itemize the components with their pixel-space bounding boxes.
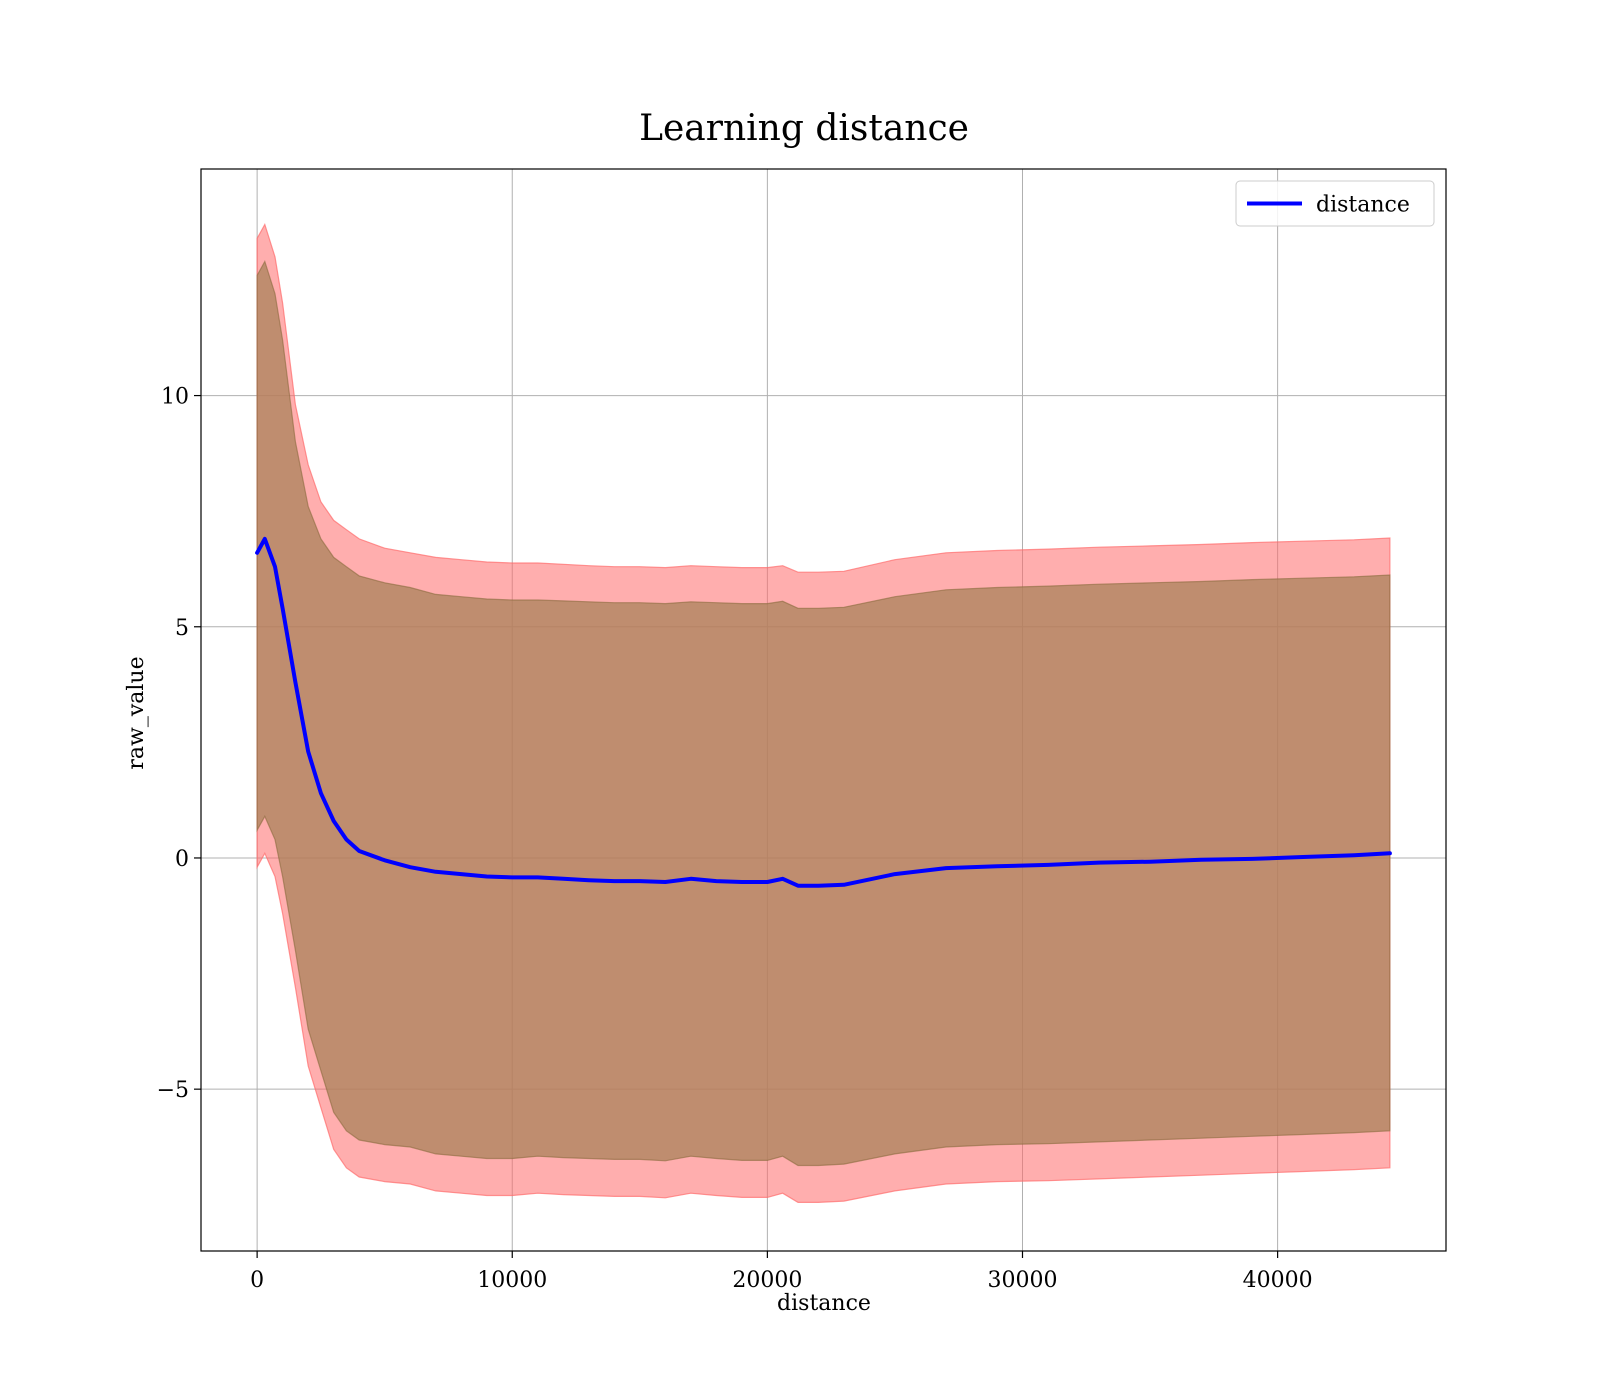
x-tick-label: 10000 (477, 1268, 547, 1293)
x-tick-label: 40000 (1243, 1268, 1313, 1293)
std-band-inner (256, 259, 1391, 1167)
plot-frame (200, 168, 1447, 1252)
x-tick-label: 20000 (732, 1268, 802, 1293)
x-tick-label: 0 (250, 1268, 264, 1293)
x-tick-label: 30000 (987, 1268, 1057, 1293)
y-tick-label: −5 (157, 1078, 189, 1103)
x-axis-label: distance (777, 1291, 871, 1316)
chart-title: Learning distance (639, 108, 969, 149)
y-tick-label: 10 (161, 385, 189, 410)
y-tick-label: 5 (175, 616, 189, 641)
legend-box (1235, 180, 1435, 227)
legend-label-distance: distance (1316, 193, 1410, 218)
y-axis-label: raw_value (124, 656, 149, 769)
series-line-distance (255, 536, 1392, 888)
y-tick-label: 0 (175, 847, 189, 872)
